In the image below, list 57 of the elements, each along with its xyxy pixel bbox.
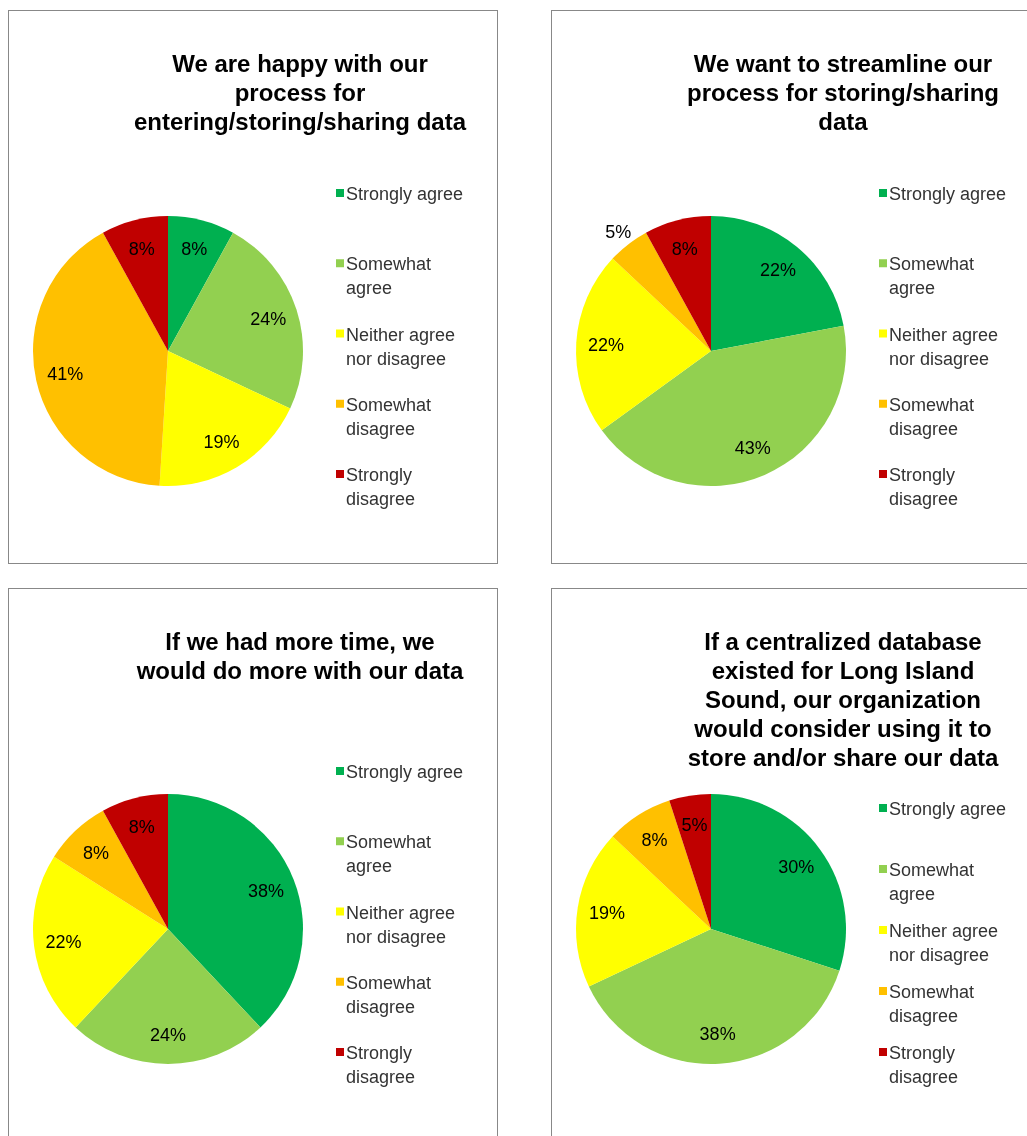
legend-label: Somewhat agree [346,254,432,299]
data-label: 38% [247,880,284,901]
chart-title: We are happy with our process for entering/storing/sharing data [133,50,467,135]
legend-label: Somewhat agree [346,832,432,877]
legend-label: Strongly agree [889,184,1007,204]
data-label: 24% [250,308,287,329]
legend-label: Somewhat disagree [346,394,432,439]
data-label: 8% [128,817,155,838]
legend-label: Somewhat agree [889,254,975,299]
legend-label: Strongly disagree [889,1043,959,1087]
legend-label: Strongly agree [346,762,464,782]
legend-label: Neither agree nor disagree [889,921,999,965]
pie-slice [159,351,291,486]
legend-label: Strongly disagree [346,465,416,509]
legend-label: Somewhat agree [889,860,975,904]
pie-slice [711,216,844,351]
chart-title: If a centralized database existed for Long Island Sound, our organization would consider using it to store and/or share our data [687,628,1000,771]
data-label: 41% [47,364,84,385]
data-label: 43% [734,437,771,458]
pie-slice [168,216,234,351]
pie-slice [645,216,711,351]
chart-title: If we had more time, we would do more with our data [135,628,464,684]
data-label: 19% [203,431,240,452]
legend-label: Somewhat disagree [889,982,975,1026]
data-label: 8% [641,830,668,851]
legend-label: Strongly disagree [346,1043,416,1087]
legend-label: Neither agree nor disagree [346,324,456,369]
data-label: 8% [671,239,698,260]
data-label: 30% [778,857,815,878]
data-label: 8% [181,239,208,260]
pie-slice [588,929,840,1064]
legend-label: Strongly disagree [889,465,959,509]
data-label: 22% [45,932,82,953]
legend-label: Neither agree nor disagree [889,324,999,369]
data-label: 8% [128,239,155,260]
pie-slice [711,794,846,971]
pie-slice [168,232,303,409]
pie-slice [168,794,303,1028]
legend-label: Strongly agree [889,799,1007,819]
legend-label: Strongly agree [346,184,464,204]
data-label: 19% [588,902,626,923]
data-label: 22% [587,334,624,355]
data-label: 5% [681,815,708,836]
data-label: 22% [760,260,797,281]
pie-slice [669,794,711,929]
legend-label: Neither agree nor disagree [346,902,456,947]
data-label: 38% [699,1024,736,1045]
data-label: 5% [605,221,632,242]
legend-label: Somewhat disagree [889,394,975,439]
pie-slice [33,232,168,486]
pie-slice [102,216,168,351]
pie-slice [576,258,711,431]
data-label: 24% [149,1024,187,1045]
data-label: 8% [82,842,109,863]
pie-slice [54,810,168,929]
chart-title: We want to streamline our process for storing/sharing data [686,50,1000,135]
legend-label: Somewhat disagree [346,972,432,1017]
